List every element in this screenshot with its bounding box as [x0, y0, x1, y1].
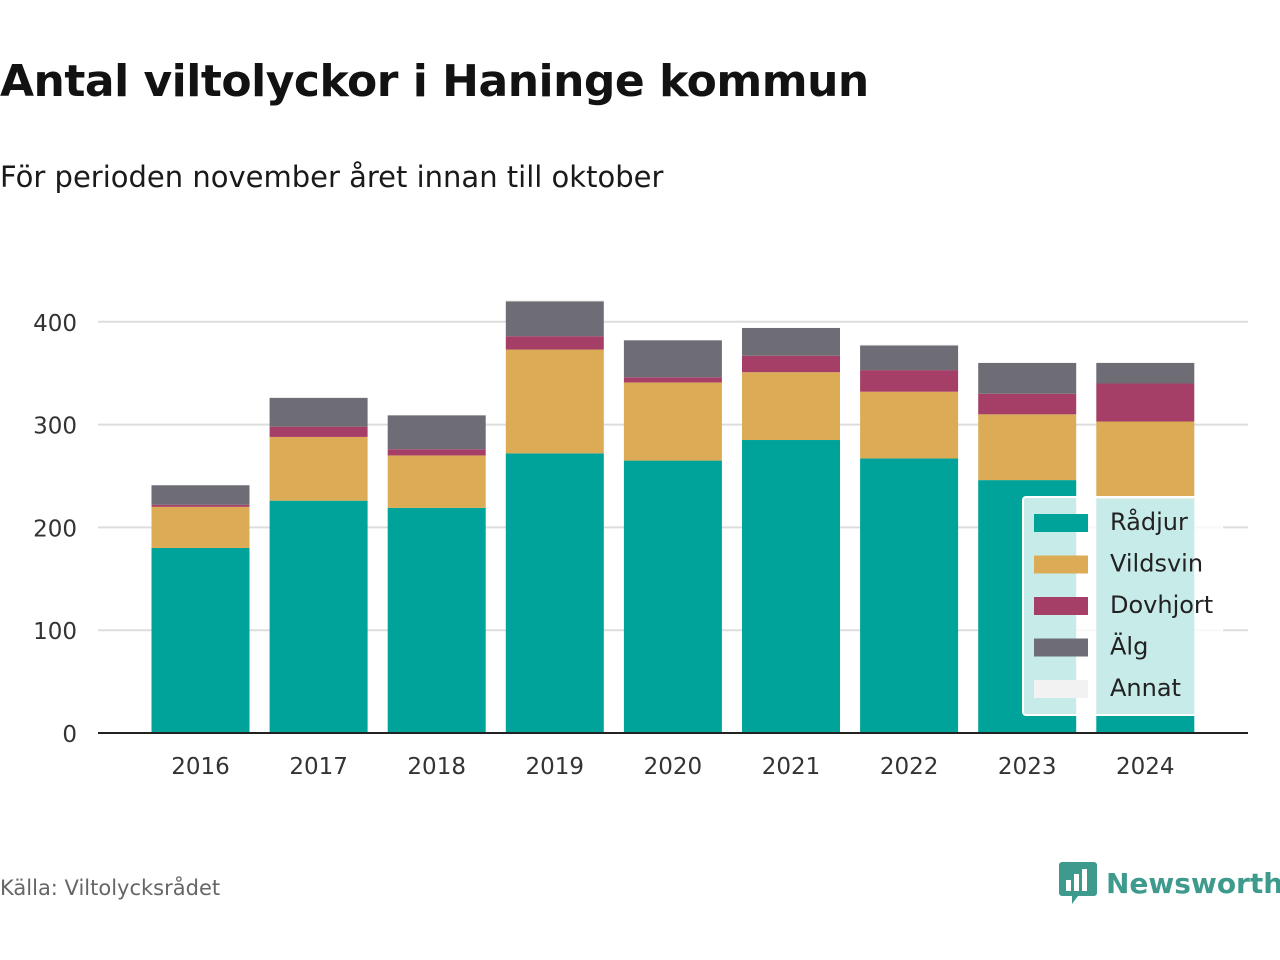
bar-segment-vildsvin: [978, 414, 1077, 481]
legend: Rådjur Vildsvin Dovhjort Älg Annat: [1022, 496, 1223, 716]
bar-segment-dovhjort: [860, 370, 959, 392]
bar-segment-älg: [978, 362, 1077, 394]
bar-segment-dovhjort: [978, 393, 1077, 415]
bar-segment-älg: [1096, 362, 1195, 384]
x-tick-label: 2021: [762, 754, 821, 780]
chart-title: Antal viltolyckor i Haninge kommun: [0, 56, 869, 107]
bar-segment-dovhjort: [623, 377, 722, 383]
bar-segment-rådjur: [623, 460, 722, 733]
bar-segment-vildsvin: [623, 382, 722, 461]
bar-segment-älg: [269, 397, 368, 427]
bar-segment-dovhjort: [387, 449, 486, 456]
x-tick-label: 2020: [644, 754, 703, 780]
x-tick-label: 2019: [526, 754, 585, 780]
legend-swatch: [1034, 555, 1088, 574]
x-tick-label: 2017: [289, 754, 348, 780]
bar-segment-dovhjort: [269, 426, 368, 437]
bar-segment-rådjur: [742, 440, 840, 733]
bar-segment-dovhjort: [742, 355, 840, 373]
y-tick-label: 200: [33, 516, 77, 542]
legend-label: Rådjur: [1110, 507, 1188, 536]
bar-segment-annat: [505, 300, 604, 302]
bar-segment-rådjur: [269, 500, 368, 733]
legend-swatch: [1034, 514, 1088, 532]
bar-segment-vildsvin: [387, 455, 486, 508]
bar-segment-vildsvin: [860, 391, 959, 459]
x-tick-label: 2018: [407, 754, 466, 780]
x-tick-label: 2022: [880, 754, 939, 780]
source-note: Källa: Viltolycksrådet: [0, 876, 221, 900]
bar-segment-älg: [151, 485, 250, 505]
bar-chart-speech-bubble-icon: [1059, 862, 1097, 904]
bar-segment-älg: [387, 415, 486, 450]
legend-label: Dovhjort: [1110, 591, 1213, 619]
bar-segment-dovhjort: [505, 336, 604, 350]
bar-segment-vildsvin: [1096, 421, 1195, 499]
bar-segment-vildsvin: [505, 349, 604, 454]
y-tick-label: 0: [62, 722, 77, 748]
bar-segment-dovhjort: [1096, 383, 1195, 422]
legend-label: Älg: [1110, 632, 1148, 661]
bar-segment-annat: [860, 344, 959, 346]
chart-subtitle: För perioden november året innan till ok…: [0, 160, 664, 194]
y-tick-label: 100: [33, 619, 77, 645]
brand-name: Newsworthy: [1106, 866, 1280, 900]
bar-segment-vildsvin: [151, 506, 250, 548]
x-tick-label: 2023: [998, 754, 1057, 780]
bar-segment-dovhjort: [151, 504, 250, 507]
bar-segment-älg: [742, 327, 840, 356]
bar-segment-älg: [505, 301, 604, 337]
bar-segment-älg: [623, 340, 722, 378]
legend-swatch: [1034, 597, 1088, 615]
legend-label: Annat: [1110, 674, 1181, 702]
bar-segment-vildsvin: [742, 372, 840, 441]
bar-segment-rådjur: [151, 547, 250, 733]
y-tick-label: 300: [33, 414, 77, 440]
legend-label: Vildsvin: [1110, 550, 1203, 578]
legend-swatch: [1034, 680, 1088, 698]
newsworthy-logo[interactable]: Newsworthy: [1058, 860, 1280, 906]
legend-swatch: [1034, 638, 1088, 657]
bar-segment-rådjur: [505, 453, 604, 733]
y-tick-label: 400: [33, 311, 77, 337]
bar-segment-älg: [860, 345, 959, 371]
x-tick-label: 2016: [171, 754, 230, 780]
bar-segment-vildsvin: [269, 436, 368, 501]
bar-segment-rådjur: [860, 458, 959, 733]
x-tick-label: 2024: [1116, 754, 1175, 780]
bar-segment-rådjur: [387, 507, 486, 733]
legend-background: [1022, 496, 1223, 716]
